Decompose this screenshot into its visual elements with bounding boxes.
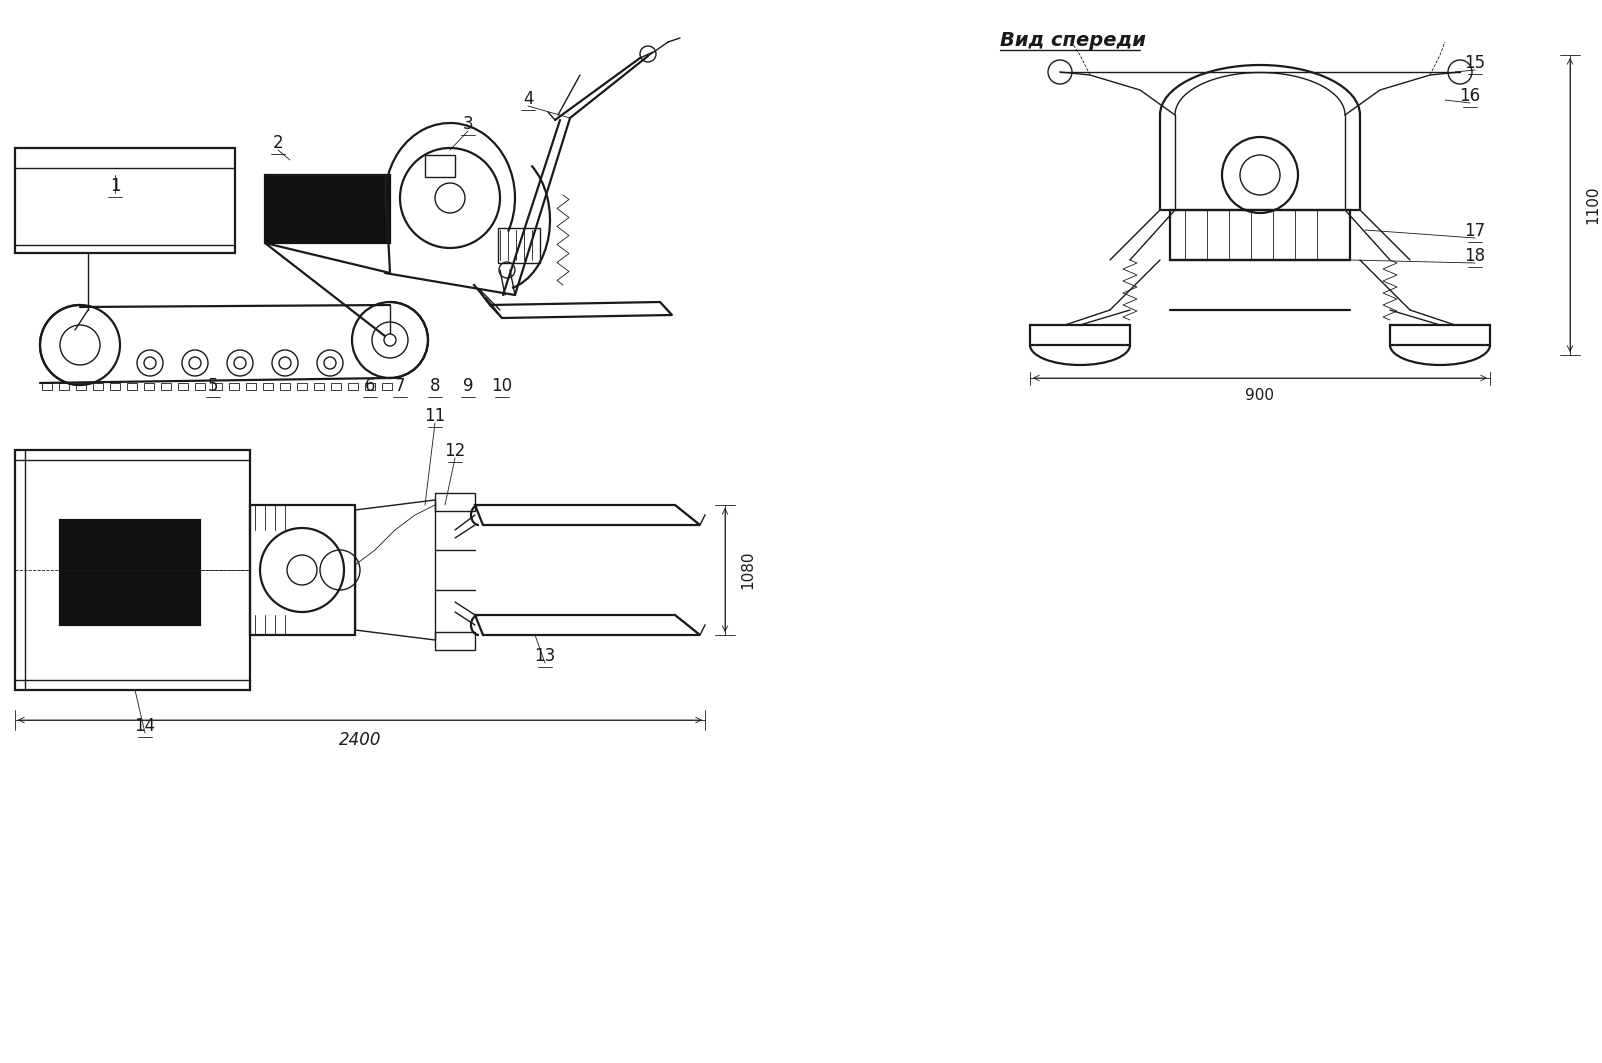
Text: 9: 9 bbox=[463, 377, 473, 395]
Bar bbox=[229, 383, 239, 390]
Polygon shape bbox=[476, 505, 700, 525]
Bar bbox=[247, 383, 256, 390]
Bar bbox=[263, 383, 272, 390]
Bar bbox=[498, 227, 540, 263]
Text: Вид спереди: Вид спереди bbox=[1000, 31, 1145, 50]
Bar bbox=[436, 493, 476, 511]
Text: 17: 17 bbox=[1464, 222, 1485, 240]
Bar bbox=[296, 383, 308, 390]
Bar bbox=[42, 383, 51, 390]
Bar bbox=[314, 383, 324, 390]
Text: 12: 12 bbox=[444, 442, 466, 460]
Bar bbox=[1169, 210, 1350, 260]
Bar bbox=[93, 383, 103, 390]
Circle shape bbox=[384, 334, 396, 345]
Text: 10: 10 bbox=[492, 377, 513, 395]
Text: 6: 6 bbox=[365, 377, 375, 395]
Bar bbox=[1391, 325, 1490, 345]
Text: 4: 4 bbox=[522, 90, 533, 108]
Text: 18: 18 bbox=[1464, 247, 1485, 265]
Text: 13: 13 bbox=[535, 647, 556, 665]
Bar bbox=[75, 383, 87, 390]
Text: 900: 900 bbox=[1245, 388, 1275, 403]
Bar bbox=[111, 383, 120, 390]
Polygon shape bbox=[490, 302, 671, 318]
Bar bbox=[436, 632, 476, 649]
Bar bbox=[280, 383, 290, 390]
Bar bbox=[59, 520, 200, 625]
Bar bbox=[14, 450, 250, 690]
Polygon shape bbox=[476, 615, 700, 635]
Text: 14: 14 bbox=[135, 718, 155, 735]
Text: 7: 7 bbox=[394, 377, 405, 395]
Text: 8: 8 bbox=[429, 377, 441, 395]
Text: 16: 16 bbox=[1459, 87, 1480, 105]
Text: 1080: 1080 bbox=[740, 551, 755, 589]
Bar bbox=[127, 383, 138, 390]
Text: 2400: 2400 bbox=[338, 731, 381, 749]
Bar bbox=[264, 175, 389, 243]
Bar bbox=[250, 505, 356, 635]
Text: 2: 2 bbox=[272, 134, 284, 152]
Text: 15: 15 bbox=[1464, 54, 1485, 72]
Bar bbox=[211, 383, 223, 390]
Bar bbox=[1030, 325, 1129, 345]
Text: 11: 11 bbox=[425, 407, 445, 425]
Bar bbox=[365, 383, 375, 390]
Text: 5: 5 bbox=[208, 377, 218, 395]
Bar bbox=[195, 383, 205, 390]
Text: 1: 1 bbox=[109, 178, 120, 195]
Bar bbox=[178, 383, 187, 390]
Bar bbox=[160, 383, 171, 390]
Text: 1100: 1100 bbox=[1584, 186, 1600, 224]
Bar bbox=[425, 155, 455, 178]
Bar bbox=[381, 383, 392, 390]
Bar bbox=[332, 383, 341, 390]
Bar bbox=[144, 383, 154, 390]
Bar bbox=[59, 383, 69, 390]
Circle shape bbox=[287, 555, 317, 585]
Bar bbox=[14, 148, 235, 253]
Bar bbox=[348, 383, 357, 390]
Text: 3: 3 bbox=[463, 115, 473, 133]
